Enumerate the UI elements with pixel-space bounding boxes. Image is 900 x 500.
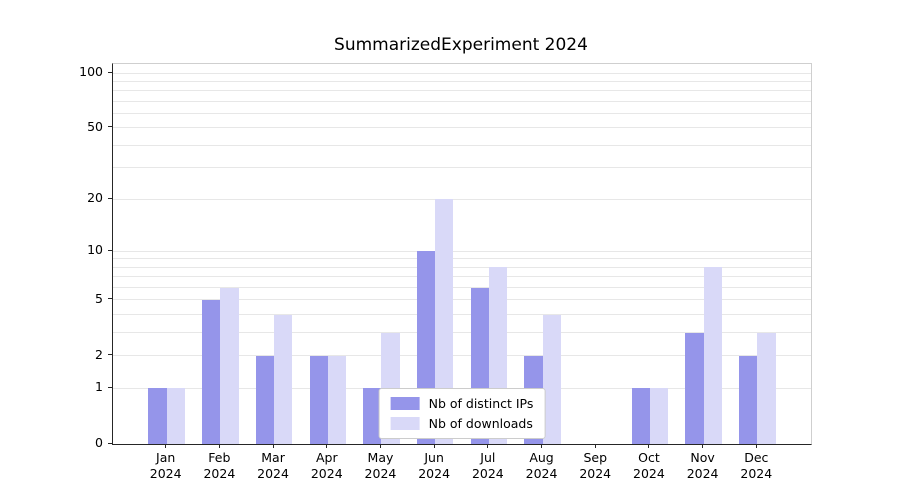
bar xyxy=(220,287,239,444)
bar xyxy=(255,355,275,444)
gridline xyxy=(113,299,811,301)
bar xyxy=(202,299,221,444)
x-tick-mark xyxy=(702,444,704,448)
bar xyxy=(166,388,185,444)
x-tick-label: May 2024 xyxy=(364,450,397,481)
gridline xyxy=(113,90,811,92)
y-tick-mark xyxy=(108,442,112,444)
gridline xyxy=(113,276,811,278)
legend-item-distinct-ips: Nb of distinct IPs xyxy=(390,396,534,411)
bar xyxy=(148,388,167,444)
x-tick-label: Mar 2024 xyxy=(257,450,289,481)
bar xyxy=(685,332,704,444)
y-tick-mark xyxy=(108,197,112,199)
legend-label-distinct-ips: Nb of distinct IPs xyxy=(428,396,534,411)
x-tick-mark xyxy=(594,444,596,448)
y-tick-label: 50 xyxy=(87,118,103,134)
bar xyxy=(703,267,722,444)
gridline xyxy=(113,314,811,316)
bar xyxy=(274,314,293,444)
x-tick-mark xyxy=(218,444,220,448)
y-tick-label: 2 xyxy=(95,346,103,362)
x-tick-mark xyxy=(648,444,650,448)
gridline xyxy=(113,80,811,82)
gridline xyxy=(113,266,811,268)
gridline xyxy=(113,167,811,169)
x-tick-label: Aug 2024 xyxy=(525,450,558,481)
bar xyxy=(757,332,776,444)
legend-swatch-downloads xyxy=(390,417,420,430)
gridline xyxy=(113,113,811,115)
gridline xyxy=(113,258,811,260)
y-tick-mark xyxy=(108,71,112,73)
x-tick-mark xyxy=(541,444,543,448)
gridline xyxy=(113,250,811,252)
y-tick-label: 20 xyxy=(87,190,103,206)
gridline xyxy=(113,287,811,289)
x-tick-label: Jan 2024 xyxy=(149,450,182,481)
gridline xyxy=(113,127,811,129)
legend-label-downloads: Nb of downloads xyxy=(428,416,533,431)
gridline xyxy=(113,72,811,74)
y-tick-mark xyxy=(108,298,112,300)
bar xyxy=(309,355,328,444)
x-tick-mark xyxy=(326,444,328,448)
gridline xyxy=(113,145,811,146)
legend-swatch-distinct-ips xyxy=(390,397,420,410)
y-tick-label: 100 xyxy=(79,64,103,80)
x-tick-mark xyxy=(165,444,167,448)
chart-title: SummarizedExperiment 2024 xyxy=(334,35,588,55)
y-tick-label: 5 xyxy=(95,290,103,306)
x-tick-mark xyxy=(272,444,274,448)
legend-item-downloads: Nb of downloads xyxy=(390,416,534,431)
gridline xyxy=(113,355,811,357)
x-tick-mark xyxy=(755,444,757,448)
y-tick-label: 10 xyxy=(87,242,103,258)
x-tick-label: Jul 2024 xyxy=(471,450,504,481)
bar xyxy=(542,314,561,444)
y-tick-mark xyxy=(108,354,112,356)
bar xyxy=(363,388,382,444)
y-tick-mark xyxy=(108,386,112,388)
x-tick-label: Dec 2024 xyxy=(740,450,773,481)
y-tick-label: 1 xyxy=(95,379,103,395)
bar xyxy=(327,355,347,444)
bar xyxy=(649,388,669,444)
gridline xyxy=(113,332,811,334)
x-tick-label: Oct 2024 xyxy=(633,450,665,481)
x-tick-mark xyxy=(487,444,489,448)
bar xyxy=(435,199,454,444)
x-tick-label: Nov 2024 xyxy=(686,450,719,481)
bar xyxy=(739,355,758,444)
gridline xyxy=(113,198,811,200)
x-tick-mark xyxy=(433,444,435,448)
y-tick-mark xyxy=(108,249,112,251)
legend: Nb of distinct IPs Nb of downloads xyxy=(378,388,546,439)
bar xyxy=(631,388,650,444)
y-tick-mark xyxy=(108,126,112,128)
x-tick-label: Jun 2024 xyxy=(418,450,451,481)
gridline xyxy=(113,100,811,102)
x-tick-mark xyxy=(379,444,381,448)
plot-area: Nb of distinct IPs Nb of downloads xyxy=(112,63,812,445)
x-tick-label: Apr 2024 xyxy=(310,450,343,481)
y-tick-label: 0 xyxy=(95,435,103,450)
x-tick-label: Feb 2024 xyxy=(203,450,236,481)
x-tick-label: Sep 2024 xyxy=(579,450,612,481)
